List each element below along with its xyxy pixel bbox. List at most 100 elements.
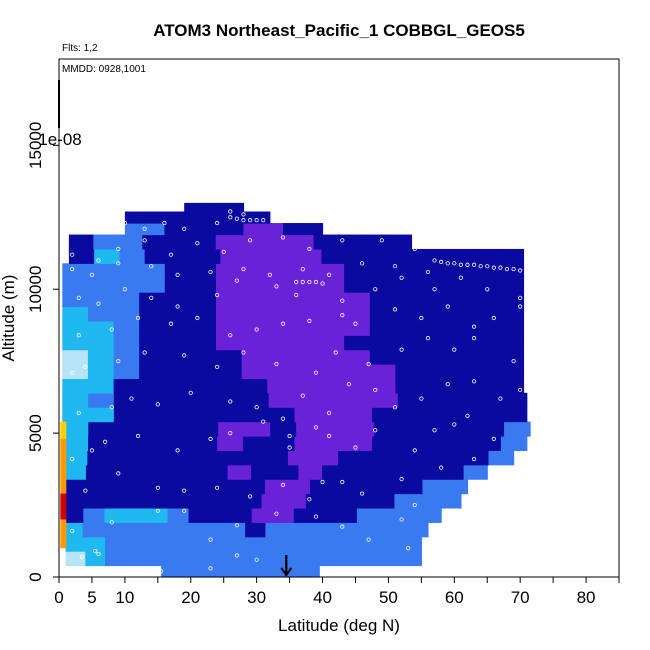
sample-point: [215, 364, 220, 370]
sample-point: [70, 252, 75, 257]
sample-point: [485, 264, 490, 269]
heatmap-cell: [84, 493, 108, 509]
heatmap-cell: [139, 364, 166, 380]
heatmap-cell: [146, 507, 169, 523]
sample-point: [79, 554, 85, 559]
heatmap-cell: [220, 248, 247, 264]
heatmap-cell: [322, 536, 343, 552]
heatmap-cell: [298, 464, 323, 480]
heatmap-cell: [446, 277, 473, 293]
sample-point: [182, 353, 187, 358]
heatmap-cell: [223, 536, 245, 552]
heatmap-cell: [420, 378, 448, 394]
heatmap-cell: [420, 320, 448, 336]
heatmap-cell: [263, 536, 284, 552]
heatmap-cell: [268, 407, 296, 423]
heatmap-cell: [497, 292, 525, 308]
heatmap-cell: [190, 306, 217, 322]
heatmap-cell: [62, 435, 89, 451]
sample-point: [221, 249, 226, 254]
heatmap-cell: [263, 223, 284, 236]
sample-point: [300, 266, 305, 272]
heatmap-cell: [112, 450, 139, 466]
colorbar-label: 1e-08: [38, 130, 81, 149]
sample-point: [491, 315, 496, 321]
heatmap-cell: [219, 479, 243, 495]
sample-point: [182, 488, 187, 493]
sample-point: [247, 494, 253, 499]
heatmap-cell: [371, 435, 399, 451]
sample-point: [228, 399, 233, 404]
heatmap-cell: [164, 223, 185, 236]
heatmap-cell: [397, 435, 425, 451]
heatmap-cell: [346, 248, 373, 264]
heatmap-cell: [475, 407, 502, 423]
heatmap-cell: [283, 551, 304, 567]
sample-point: [241, 218, 246, 223]
heatmap-cell: [420, 263, 448, 279]
sample-point: [142, 238, 147, 243]
heatmap-cell: [167, 507, 190, 523]
sample-point: [353, 445, 358, 450]
heatmap-cell: [438, 450, 465, 466]
sample-point: [307, 318, 312, 323]
sample-point: [465, 262, 470, 267]
heatmap-cell: [184, 551, 205, 567]
heatmap-cell: [261, 493, 285, 509]
heatmap-cell: [264, 234, 290, 250]
heatmap-cell: [395, 292, 422, 308]
heatmap-cell: [192, 421, 219, 437]
heatmap-cell: [68, 248, 95, 264]
heatmap-cell: [395, 364, 422, 380]
heatmap-cell: [472, 349, 499, 365]
heatmap-cell: [338, 450, 364, 466]
heatmap-cell: [438, 493, 462, 509]
sample-point: [280, 482, 286, 488]
heatmap-cell: [241, 335, 268, 351]
heatmap-cell: [306, 565, 320, 578]
sample-point: [155, 402, 160, 407]
heatmap-cell: [420, 335, 448, 351]
heatmap-cell: [472, 320, 499, 336]
heatmap-cell: [274, 464, 299, 480]
heatmap-cell: [190, 335, 217, 351]
sample-point: [116, 261, 121, 266]
heatmap-cell: [113, 378, 140, 394]
heatmap-cell: [240, 234, 266, 250]
sample-point: [373, 387, 378, 393]
heatmap-cell: [292, 277, 320, 293]
heatmap-cell: [318, 292, 345, 308]
heatmap-cell: [87, 378, 115, 394]
heatmap-cell: [113, 435, 141, 451]
heatmap-cell: [152, 479, 176, 495]
heatmap-cell: [420, 292, 448, 308]
marker-head: [280, 567, 293, 577]
sample-point: [241, 266, 246, 272]
heatmap-cell: [190, 364, 217, 380]
heatmap-cell: [369, 464, 394, 480]
heatmap-cell: [309, 479, 334, 495]
heatmap-cell: [498, 248, 525, 264]
sample-point: [109, 405, 114, 410]
heatmap-cell: [165, 407, 192, 423]
heatmap-cell: [314, 507, 337, 523]
sample-point: [340, 298, 345, 303]
sample-point: [149, 264, 154, 269]
heatmap-cell: [318, 378, 345, 394]
heatmap-cell: [287, 479, 311, 495]
heatmap-cell: [475, 435, 502, 451]
heatmap-cell: [164, 335, 191, 351]
heatmap-cell: [62, 277, 89, 293]
heatmap-cell: [139, 378, 166, 394]
heatmap-cell: [241, 306, 268, 322]
heatmap-cell: [270, 421, 297, 437]
heatmap-cell: [267, 263, 294, 279]
heatmap-cell: [356, 507, 379, 523]
heatmap-cell: [267, 364, 294, 380]
heatmap-cell: [452, 421, 479, 437]
heatmap-cell: [65, 551, 86, 567]
sample-point: [399, 477, 404, 482]
heatmap-cell: [195, 248, 222, 264]
heatmap-cell: [305, 493, 329, 509]
heatmap-cell: [267, 335, 294, 351]
